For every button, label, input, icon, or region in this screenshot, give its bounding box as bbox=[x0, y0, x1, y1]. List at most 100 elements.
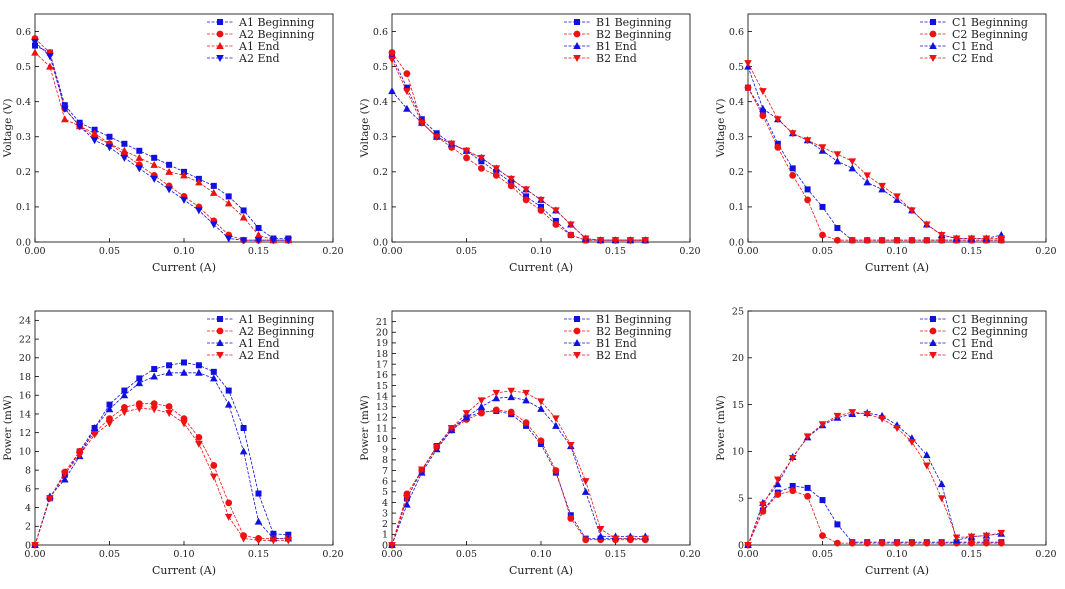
data-point bbox=[744, 542, 752, 549]
data-point bbox=[611, 535, 620, 543]
x-tick-label: 0.15 bbox=[605, 549, 626, 560]
data-point bbox=[165, 167, 173, 175]
data-point bbox=[447, 140, 456, 148]
y-tick-label: 17 bbox=[376, 359, 388, 370]
legend-label: A1 Beginning bbox=[238, 313, 314, 326]
data-point bbox=[389, 53, 395, 60]
data-point bbox=[759, 112, 767, 120]
series-a1-end bbox=[31, 48, 293, 244]
data-point bbox=[581, 478, 590, 486]
legend-label: A1 End bbox=[238, 337, 280, 350]
legend-label: A2 End bbox=[238, 52, 280, 65]
legend-marker bbox=[573, 352, 581, 359]
data-point bbox=[908, 236, 916, 244]
legend-marker bbox=[929, 327, 937, 335]
series-line bbox=[747, 485, 1002, 546]
data-point bbox=[195, 368, 203, 376]
y-tick-label: 0.5 bbox=[729, 62, 744, 73]
data-point bbox=[388, 56, 396, 64]
y-tick-label: 5 bbox=[738, 494, 744, 505]
data-point bbox=[863, 178, 871, 186]
chart-pi-c: 0.00 0.05 0.10 0.15 0.20 0 5 10 15 20 25 Current (A… bbox=[715, 306, 1057, 577]
data-point bbox=[819, 203, 826, 210]
x-tick-label: 0.00 bbox=[737, 246, 758, 257]
y-tick-label: 5 bbox=[382, 487, 388, 498]
data-point bbox=[908, 439, 916, 447]
data-point bbox=[552, 207, 560, 215]
legend-marker bbox=[217, 316, 223, 322]
legend-label: B2 End bbox=[596, 349, 637, 362]
data-point bbox=[224, 400, 233, 408]
y-tick-label: 0.6 bbox=[729, 27, 744, 38]
x-tick-label: 0.00 bbox=[381, 246, 402, 257]
legend-label: C2 Beginning bbox=[952, 325, 1028, 338]
legend-marker bbox=[217, 19, 223, 25]
y-tick-label: 0.3 bbox=[16, 132, 31, 143]
y-tick-label: 22 bbox=[19, 334, 31, 345]
data-point bbox=[878, 236, 886, 244]
x-tick-label: 0.10 bbox=[530, 549, 551, 560]
x-tick-label: 0.15 bbox=[248, 549, 269, 560]
y-axis-label: Voltage (V) bbox=[2, 99, 14, 159]
data-point bbox=[224, 235, 233, 243]
x-tick-label: 0.05 bbox=[99, 246, 120, 257]
series-line bbox=[391, 390, 646, 546]
data-point bbox=[789, 483, 796, 490]
data-point bbox=[982, 532, 991, 540]
data-point bbox=[641, 535, 650, 543]
legend-marker bbox=[574, 19, 580, 25]
data-point bbox=[804, 484, 811, 491]
data-point bbox=[224, 199, 233, 207]
data-point bbox=[923, 221, 931, 229]
data-point bbox=[952, 235, 961, 243]
data-point bbox=[135, 379, 144, 387]
data-point bbox=[893, 539, 901, 547]
y-tick-label: 10 bbox=[376, 434, 388, 445]
series-b2-beginning bbox=[388, 406, 649, 549]
y-tick-label: 0.4 bbox=[373, 97, 388, 108]
data-point bbox=[239, 447, 248, 455]
series-line bbox=[34, 372, 289, 546]
series-line bbox=[747, 412, 1002, 546]
data-point bbox=[61, 470, 69, 478]
series-a2-end bbox=[31, 405, 293, 549]
data-point bbox=[195, 207, 203, 215]
legend-label: C2 End bbox=[952, 349, 993, 362]
series-line bbox=[34, 403, 289, 546]
data-point bbox=[105, 420, 114, 428]
y-tick-label: 0.5 bbox=[373, 62, 388, 73]
legend-label: B2 End bbox=[596, 52, 637, 65]
data-point bbox=[166, 161, 173, 168]
y-tick-label: 20 bbox=[376, 328, 388, 339]
data-point bbox=[537, 398, 545, 406]
data-point bbox=[908, 207, 916, 215]
legend-marker bbox=[930, 316, 936, 322]
y-tick-label: 21 bbox=[376, 317, 388, 328]
series-a2-beginning bbox=[31, 400, 292, 549]
data-point bbox=[284, 237, 293, 245]
legend-marker bbox=[930, 19, 936, 25]
x-tick-label: 0.20 bbox=[679, 246, 700, 257]
data-point bbox=[46, 53, 54, 61]
data-point bbox=[269, 537, 278, 545]
legend-marker bbox=[929, 42, 937, 49]
panel-vi-a: 0.00 0.05 0.10 0.15 0.20 0.0 0.1 0.2 0.3 0.4 0.5 0.… bbox=[0, 0, 350, 282]
data-point bbox=[492, 171, 500, 179]
series-line bbox=[747, 411, 1002, 546]
legend-label: A2 Beginning bbox=[238, 325, 314, 338]
data-point bbox=[165, 410, 173, 418]
data-point bbox=[774, 143, 782, 151]
data-point bbox=[552, 415, 560, 423]
data-point bbox=[180, 196, 188, 204]
data-point bbox=[552, 221, 560, 228]
data-point bbox=[388, 87, 396, 95]
series-a2-beginning bbox=[31, 35, 292, 244]
data-point bbox=[923, 451, 931, 459]
data-point bbox=[165, 403, 173, 410]
y-tick-label: 0.0 bbox=[729, 237, 744, 248]
y-tick-label: 0 bbox=[25, 540, 31, 551]
data-point bbox=[893, 193, 901, 201]
data-point bbox=[403, 88, 411, 96]
series-a1-beginning bbox=[32, 359, 292, 548]
